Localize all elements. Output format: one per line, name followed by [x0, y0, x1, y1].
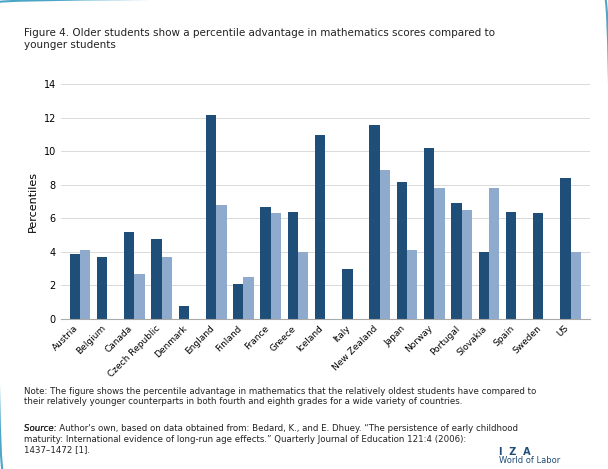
Bar [298, 252, 308, 319]
Bar [571, 252, 581, 319]
Bar [342, 269, 353, 319]
Bar [396, 182, 407, 319]
Text: I  Z  A: I Z A [499, 447, 530, 457]
Bar [533, 213, 544, 319]
Bar [271, 213, 281, 319]
Bar [288, 212, 298, 319]
Bar [461, 210, 472, 319]
Bar [260, 207, 271, 319]
Bar [380, 170, 390, 319]
Bar [506, 212, 516, 319]
Text: Note: The figure shows the percentile advantage in mathematics that the relative: Note: The figure shows the percentile ad… [24, 387, 537, 406]
Bar [124, 232, 134, 319]
Text: World of Labor: World of Labor [499, 456, 560, 465]
Bar [451, 204, 461, 319]
Bar [162, 257, 172, 319]
Bar [434, 188, 444, 319]
Bar [243, 277, 254, 319]
Bar [97, 257, 107, 319]
Bar [151, 239, 162, 319]
Bar [424, 148, 434, 319]
Bar [206, 114, 216, 319]
Text: Figure 4. Older students show a percentile advantage in mathematics scores compa: Figure 4. Older students show a percenti… [24, 28, 496, 50]
Y-axis label: Percentiles: Percentiles [28, 171, 38, 232]
Bar [179, 305, 189, 319]
Text: Source: Author's own, based on data obtained from: Bedard, K., and E. Dhuey. “Th: Source: Author's own, based on data obta… [24, 424, 518, 454]
Bar [370, 125, 380, 319]
Bar [407, 250, 418, 319]
Bar [315, 135, 325, 319]
Bar [233, 284, 243, 319]
Bar [478, 252, 489, 319]
Bar [134, 274, 145, 319]
Bar [561, 178, 571, 319]
Bar [80, 250, 90, 319]
Bar [69, 254, 80, 319]
Text: Source:: Source: [24, 424, 60, 433]
Bar [216, 205, 227, 319]
Bar [489, 188, 499, 319]
